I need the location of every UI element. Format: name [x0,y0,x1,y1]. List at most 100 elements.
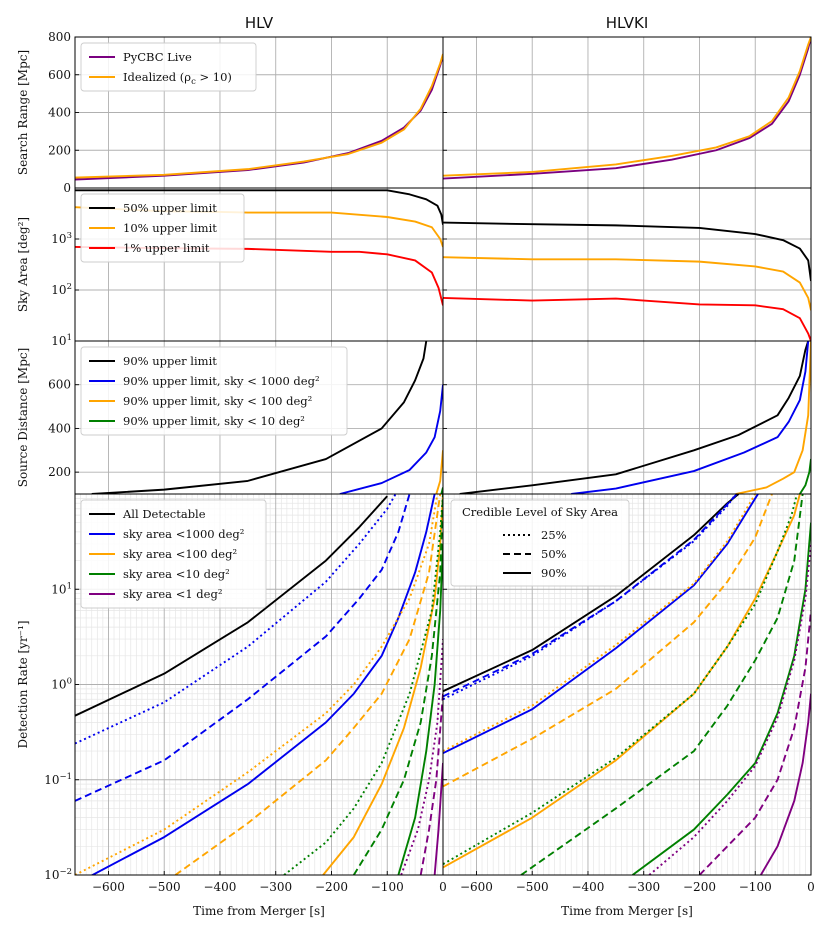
y-tick-label: 0 [63,181,71,195]
legend-label: 90% [541,566,567,580]
series-group [443,221,811,341]
series-line-idealized [75,53,443,179]
series-line-sky-area-1000-deg-25- [75,494,397,745]
x-tick-label: 0 [807,880,815,894]
x-tick-label: −600 [460,880,493,894]
x-tick-label: 0 [439,880,447,894]
legend-credible-level: Credible Level of Sky Area 25% 50% 90% [450,499,630,587]
series-group [459,341,811,494]
legend-label: sky area <100 deg² [123,547,237,561]
series-line-sky-area-1-deg-25- [648,543,811,875]
series-line-sky-area-1000-deg-90- [443,494,759,755]
series-line-sky-area-100-deg-50- [174,494,442,875]
series-line-sky-area-1000-deg-90- [90,494,436,875]
series-line-sky-100-deg- [735,341,811,494]
legend-label: sky area <10 deg² [123,567,230,581]
series-line-sky-area-1000-deg-50- [75,494,411,802]
series-line-1-upper-limit [443,296,811,341]
series-line-10-upper-limit [443,256,811,311]
axes-frame [442,187,812,342]
series-line-sky-area-1-deg-50- [698,610,811,875]
series-line-sky-10-deg- [799,458,811,494]
legend-label: 50% upper limit [123,201,217,215]
series-line-sky-area-10-deg-90- [397,543,443,875]
panel-title-hlv: HLV [245,14,274,32]
legend-title: Credible Level of Sky Area [462,505,618,519]
series-group [75,53,443,181]
legend-label: sky area <1000 deg² [123,527,244,541]
legend-label: sky area <1 deg² [123,587,222,601]
series-line-sky-area-100-deg-25- [443,494,757,752]
series-line-sky-area-1-deg-90- [433,762,443,875]
series-line-sky-area-100-deg-50- [443,494,773,788]
y-tick-label: 800 [48,30,71,44]
series-line-sky-1000-deg- [339,384,443,494]
series-group [91,341,443,494]
y-tick-label: 600 [48,68,71,82]
series-line-sky-area-10-deg-90- [632,522,811,875]
legend-box [80,193,245,263]
series-line-sky-area-1-deg-25- [400,638,443,875]
y-tick-label: 10−1 [44,772,72,787]
series-line-90-upper-limit [91,341,428,494]
y-tick-label: 100 [51,677,72,692]
x-tick-label: −300 [627,880,660,894]
series-line-idealized [443,37,811,177]
x-tick-label: −300 [259,880,292,894]
series-line-sky-100-deg- [435,450,443,494]
y-axis-label-detection-rate: Detection Rate [yr⁻¹] [16,620,30,748]
series-group [443,37,811,180]
legend-source-distance: 90% upper limit 90% upper limit, sky < 10… [80,346,348,436]
panel-title-hlvki: HLVKI [606,14,649,32]
x-axis-label-left: Time from Merger [s] [193,904,325,918]
x-axis-label-right: Time from Merger [s] [561,904,693,918]
y-tick-label: 103 [51,231,72,246]
panel-search-range-hlv: 0 200 400 600 800 PyCBC Live Idealized (ρc > 1… [48,30,444,195]
y-tick-label: 400 [48,106,71,120]
series-group [443,494,811,875]
x-tick-label: −200 [315,880,348,894]
panel-sky-area-hlvki [442,187,812,342]
legend-label: PyCBC Live [123,50,192,64]
legend-box [80,346,348,436]
x-tick-label: −100 [739,880,772,894]
panel-detection-rate-hlv: 10−2 10−1 100 101 −600 −500 −400 −300 −200 −100 0 A… [44,493,447,894]
series-line-sky-area-10-deg-25- [283,494,443,875]
panel-source-distance-hlvki [442,340,812,495]
series-group [75,494,443,875]
panel-search-range-hlvki [442,36,812,189]
y-axis-label-sky-area: Sky Area [deg²] [16,217,30,312]
y-tick-label: 600 [48,378,71,392]
series-line-sky-area-10-deg-25- [443,494,798,865]
legend-label: 90% upper limit, sky < 1000 deg² [123,374,320,388]
x-tick-label: −500 [516,880,549,894]
series-line-90-upper-limit [459,341,810,494]
y-axis-label-source-distance: Source Distance [Mpc] [16,348,30,488]
legend-label: 10% upper limit [123,221,217,235]
y-tick-label: 200 [48,465,71,479]
panel-sky-area-hlv: 101 102 103 50% upper limit 10% upper limit 1… [51,187,444,348]
y-tick-label: 10−2 [44,867,72,882]
legend-label: 90% upper limit, sky < 100 deg² [123,394,312,408]
legend-sky-area: 50% upper limit 10% upper limit 1% upper l… [80,193,245,263]
legend-search-range: PyCBC Live Idealized (ρc > 10) [80,42,257,92]
y-tick-label: 102 [51,282,72,297]
legend-box [80,42,257,92]
legend-box [450,499,630,587]
y-tick-label: 200 [48,143,71,157]
series-line-sky-area-1-deg-90- [759,693,811,875]
series-line-50-upper-limit [75,189,443,225]
x-tick-label: −400 [203,880,236,894]
x-tick-label: −400 [571,880,604,894]
y-tick-label: 101 [51,581,72,596]
series-line-sky-area-10-deg-50- [352,494,443,875]
legend-label: Idealized (ρc > 10) [123,70,232,87]
x-tick-label: −500 [148,880,181,894]
panel-source-distance-hlv: 200 400 600 90% upper limit 90% upper limit,… [48,340,444,495]
series-line-sky-area-100-deg-90- [322,494,443,875]
legend-box [80,499,267,609]
series-line-sky-1000-deg- [571,341,810,494]
series-line-sky-area-1-deg-50- [419,693,443,875]
y-axis-label-search-range: Search Range [Mpc] [16,50,30,175]
